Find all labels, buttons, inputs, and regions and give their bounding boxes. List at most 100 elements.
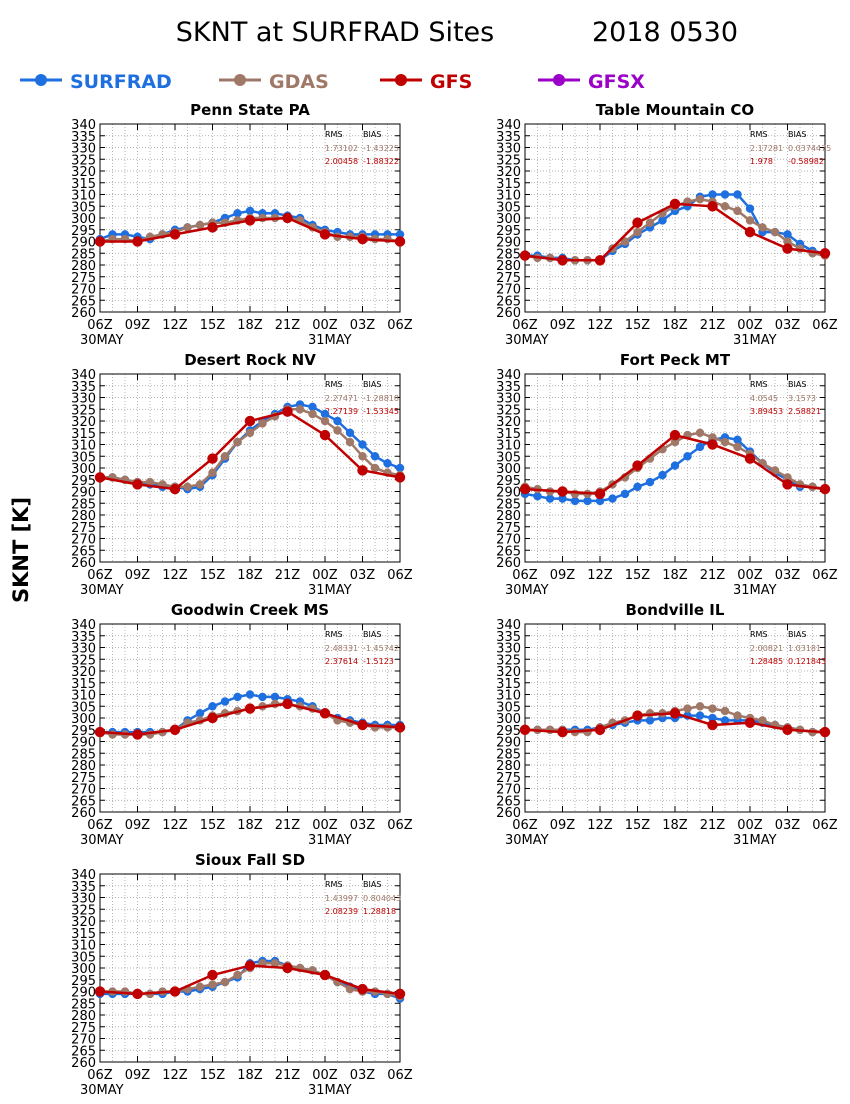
data-point [707, 439, 718, 450]
y-tick-label: 330 [71, 392, 96, 407]
y-tick-label: 330 [496, 392, 521, 407]
y-tick-label: 315 [71, 427, 96, 442]
stats-gfs-rms: 2.37614 [325, 657, 358, 666]
date-label: 31MAY [733, 833, 777, 848]
stats-header-bias: BIAS [363, 880, 381, 889]
data-point [94, 726, 106, 738]
x-tick-label: 06Z [387, 318, 413, 333]
x-tick-label: 06Z [87, 318, 113, 333]
y-tick-label: 295 [71, 974, 96, 989]
x-tick-label: 03Z [350, 568, 376, 583]
y-tick-label: 290 [71, 986, 96, 1001]
y-tick-label: 260 [496, 306, 521, 321]
date-label: 30MAY [505, 333, 549, 348]
x-tick-label: 06Z [387, 568, 413, 583]
x-tick-label: 15Z [625, 568, 651, 583]
y-tick-label: 280 [71, 259, 96, 274]
series-gfs [519, 708, 831, 738]
data-point [783, 230, 792, 239]
y-tick-label: 325 [71, 153, 96, 168]
stats-gfs-bias: 1.28818 [363, 907, 396, 916]
x-tick-label: 21Z [275, 818, 301, 833]
data-point [670, 461, 680, 470]
data-point [632, 217, 643, 228]
y-tick-label: 270 [496, 783, 521, 798]
x-tick-label: 09Z [125, 1068, 151, 1083]
y-tick-label: 310 [496, 439, 521, 454]
data-point [695, 428, 705, 438]
panel-2: Desert Rock NV26026527027528028529029530… [71, 351, 413, 598]
x-tick-label: 15Z [200, 568, 226, 583]
x-tick-label: 21Z [275, 318, 301, 333]
x-tick-label: 09Z [550, 818, 576, 833]
panel-title: Fort Peck MT [620, 351, 731, 369]
data-point [720, 202, 730, 211]
y-tick-label: 320 [71, 415, 96, 430]
panel-0: Penn State PA 260265270275280285290295300… [71, 101, 413, 348]
data-point [707, 201, 718, 212]
y-tick-label: 260 [496, 556, 521, 571]
y-tick-label: 315 [496, 677, 521, 692]
data-point [819, 483, 831, 495]
x-tick-label: 12Z [162, 818, 188, 833]
y-tick-label: 325 [496, 403, 521, 418]
stats-gdas-rms: 4.0545 [750, 394, 778, 403]
figure-title-variable: SKNT at SURFRAD Sites [176, 17, 494, 48]
series-gfs [519, 198, 831, 266]
legend-marker [553, 74, 565, 86]
data-point [282, 698, 293, 710]
data-point [195, 709, 205, 718]
y-tick-label: 340 [71, 118, 96, 133]
y-tick-label: 335 [496, 630, 521, 645]
legend-item-surfrad: SURFRAD [20, 71, 172, 93]
y-tick-label: 280 [71, 1009, 96, 1024]
data-point [708, 704, 717, 713]
data-point [258, 692, 267, 702]
y-tick-label: 315 [71, 927, 96, 942]
data-point [744, 453, 756, 464]
y-tick-label: 320 [496, 665, 521, 680]
y-tick-label: 335 [496, 130, 521, 145]
y-tick-label: 325 [496, 653, 521, 668]
data-point [319, 229, 331, 240]
x-tick-label: 00Z [737, 818, 763, 833]
data-point [357, 465, 368, 476]
data-point [195, 982, 205, 992]
data-point [683, 452, 692, 461]
y-tick-label: 265 [71, 544, 96, 559]
y-tick-label: 300 [71, 712, 96, 727]
data-point [207, 453, 218, 464]
data-point [319, 429, 331, 441]
stats-header-bias: BIAS [788, 630, 806, 639]
stats-gdas-bias: 1.03181 [788, 644, 821, 653]
x-tick-label: 09Z [125, 568, 151, 583]
data-point [357, 233, 368, 245]
legend: SURFRAD GDAS GFS GFSX [20, 71, 645, 93]
y-tick-label: 300 [71, 962, 96, 977]
data-point [733, 442, 742, 452]
y-tick-label: 270 [71, 283, 96, 298]
data-point [745, 216, 755, 225]
date-label: 30MAY [80, 1083, 124, 1098]
data-point [394, 472, 406, 483]
data-point [394, 988, 406, 1000]
x-tick-label: 00Z [312, 1068, 338, 1083]
stats-header-bias: BIAS [363, 380, 381, 389]
stats-gdas-bias: 0.0374475 [788, 144, 831, 153]
data-point [233, 692, 242, 702]
panel-6: Sioux Fall SD 260265270275280285290295300… [71, 851, 413, 1098]
legend-marker [395, 74, 407, 86]
stats-header-bias: BIAS [363, 130, 381, 139]
y-tick-label: 290 [496, 486, 521, 501]
data-point [519, 724, 531, 736]
data-point [695, 442, 705, 452]
y-tick-label: 330 [496, 642, 521, 657]
data-point [394, 236, 406, 247]
x-tick-label: 12Z [587, 318, 613, 333]
data-point [632, 460, 643, 471]
stats-gdas-rms: 2.17281 [750, 144, 783, 153]
stats-gfs-bias: -0.58982 [788, 157, 824, 166]
y-tick-label: 275 [71, 1021, 96, 1036]
data-point [383, 459, 392, 468]
data-point [207, 222, 218, 233]
